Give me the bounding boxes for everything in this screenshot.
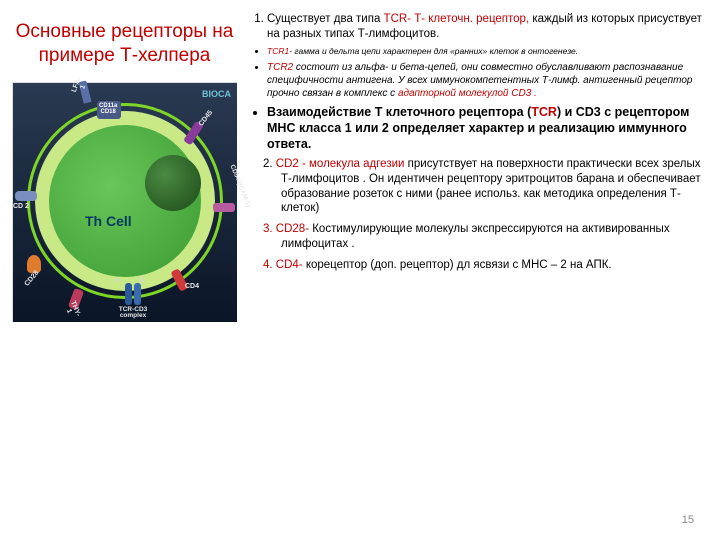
- rec-lfa1: LFA-1: [81, 81, 89, 103]
- list-item-1: Существует два типа TCR- Т- клеточн. рец…: [267, 12, 702, 42]
- rec-cd11a-cd18: CD11a CD18: [97, 101, 121, 119]
- item-cd4: 4. CD4- корецептор (доп. рецептор) дл яс…: [245, 258, 702, 273]
- rec-cd2: CD 2: [15, 191, 37, 201]
- th-cell-diagram: BIOCA Th Cell LFA-1 CD11a CD18 CD 2 CD28: [12, 82, 237, 322]
- sub-item-tcr2: TCR2 состоит из альфа- и бета-цепей, они…: [267, 61, 702, 100]
- bioca-logo: BIOCA: [202, 89, 231, 99]
- rec-cd45: CD45: [189, 121, 198, 145]
- sub-item-tcr1: TCR1- гамма и дельта цепи характерен для…: [267, 46, 702, 57]
- rec-cd28: CD28: [27, 255, 41, 273]
- rec-thy1: THY-1: [71, 289, 81, 309]
- cell-label: Th Cell: [85, 213, 132, 229]
- slide-title: Основные рецепторы на примере Т-хелпера: [12, 20, 237, 68]
- rec-cd54: CD54 (ICAM-1): [213, 203, 235, 212]
- item-cd28: 3. CD28- Костимулирующие молекулы экспре…: [245, 222, 702, 252]
- content-column: Существует два типа TCR- Т- клеточн. рец…: [245, 0, 720, 540]
- item-cd2: 2. CD2 - молекула адгезии присутствует н…: [245, 157, 702, 217]
- list-item-tcr-mhc: Взаимодействие Т клеточного рецептора (T…: [267, 104, 702, 153]
- cell-nucleus: [145, 155, 201, 211]
- rec-cd4: CD4: [175, 269, 184, 291]
- rec-tcr-cd3: TCR-CD3 complex α β: [111, 283, 155, 320]
- page-number: 15: [682, 514, 694, 526]
